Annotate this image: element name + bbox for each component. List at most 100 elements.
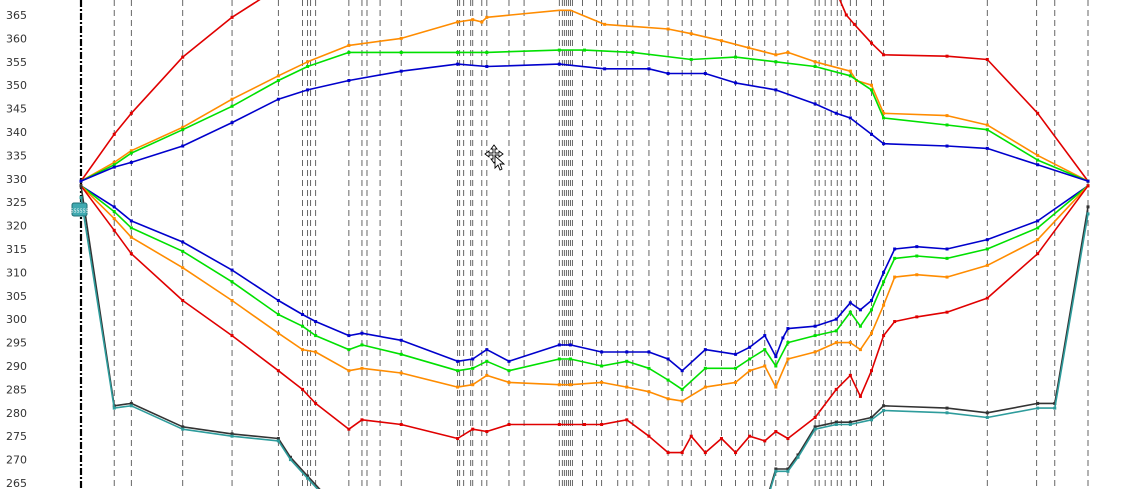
y-tick-label-1: 270 <box>6 454 27 467</box>
series-11-point-12 <box>1053 406 1057 410</box>
series-2-point-12 <box>583 48 586 52</box>
y-tick-label-9: 310 <box>6 266 27 279</box>
series-7-point-13 <box>485 430 489 434</box>
series-11-point-7 <box>869 418 873 422</box>
series-line-8 <box>80 185 321 489</box>
series-0-point-10 <box>882 53 886 57</box>
series-6-point-8 <box>347 369 351 373</box>
series-6 <box>79 184 1090 403</box>
series-3-point-16 <box>734 81 738 85</box>
series-3-point-8 <box>399 69 403 73</box>
series-2-point-15 <box>734 55 738 59</box>
series-5-point-6 <box>301 324 305 328</box>
y-tick-label-19: 360 <box>6 32 27 45</box>
series-6-point-29 <box>834 341 838 345</box>
series-6-point-5 <box>276 331 280 335</box>
series-0-point-2 <box>129 111 133 115</box>
series-3-point-3 <box>181 144 185 148</box>
series-line-5 <box>80 185 1089 391</box>
series-4-point-34 <box>882 270 886 274</box>
series-9-point-10 <box>985 411 989 415</box>
y-tick-label-6: 295 <box>6 337 27 350</box>
series-4-point-20 <box>666 357 670 361</box>
series-1-point-15 <box>603 22 607 26</box>
series-5-point-38 <box>1036 226 1040 230</box>
series-5-point-4 <box>230 280 234 284</box>
series-6-point-2 <box>129 235 133 239</box>
series-2-point-10 <box>485 50 489 54</box>
series-1-point-6 <box>306 60 310 64</box>
series-2-point-17 <box>813 64 817 68</box>
series-layer <box>79 0 1090 489</box>
series-5-point-7 <box>314 334 318 338</box>
series-6-point-9 <box>360 366 364 370</box>
series-5-point-33 <box>882 280 886 284</box>
series-7-point-9 <box>360 418 364 422</box>
series-8-point-0 <box>79 184 83 188</box>
series-6-point-16 <box>568 383 572 387</box>
series-3-point-0 <box>79 179 83 183</box>
y-tick-label-2: 275 <box>6 430 27 443</box>
series-0-point-11 <box>945 54 949 58</box>
series-5-point-18 <box>625 359 629 363</box>
series-7-point-32 <box>848 373 852 377</box>
series-1-point-22 <box>813 60 817 64</box>
series-1-point-9 <box>456 20 460 24</box>
series-10 <box>79 196 319 489</box>
series-7-point-8 <box>347 427 351 431</box>
series-4-point-25 <box>763 334 767 338</box>
series-6-point-14 <box>507 380 511 384</box>
series-4-point-10 <box>399 338 403 342</box>
series-7-point-39 <box>985 296 989 300</box>
series-0-point-9 <box>869 41 873 45</box>
series-1-point-17 <box>689 32 693 36</box>
series-5-point-32 <box>869 308 873 312</box>
series-2-point-21 <box>945 123 949 127</box>
series-6-point-17 <box>600 380 604 384</box>
series-4-point-9 <box>360 331 364 335</box>
series-10-point-4 <box>230 434 234 438</box>
series-7-point-22 <box>689 434 693 438</box>
series-3-point-20 <box>848 116 852 120</box>
series-10-point-7 <box>306 476 310 480</box>
series-4-point-19 <box>647 350 651 354</box>
series-7-point-17 <box>600 423 604 426</box>
vertical-grid-lines <box>79 0 1089 489</box>
series-1-point-29 <box>1036 153 1040 157</box>
series-5-point-35 <box>915 254 919 258</box>
series-4-point-14 <box>507 359 511 363</box>
series-5-point-17 <box>600 364 604 368</box>
series-line-7 <box>80 185 1089 454</box>
series-4-point-21 <box>680 369 684 373</box>
series-8-point-7 <box>306 474 310 478</box>
series-6-point-18 <box>625 385 629 389</box>
series-5-point-19 <box>647 366 651 370</box>
series-1-point-7 <box>347 43 351 47</box>
series-1-point-8 <box>399 36 403 40</box>
series-6-point-22 <box>703 385 707 389</box>
series-10-point-0 <box>79 196 83 200</box>
series-11-point-9 <box>945 411 949 415</box>
series-2-point-19 <box>869 88 873 92</box>
station-marker-box[interactable] <box>71 202 88 217</box>
series-5-point-34 <box>893 256 897 260</box>
series-5-point-27 <box>786 341 790 345</box>
series-7-point-25 <box>734 451 738 455</box>
series-7-point-24 <box>719 437 723 441</box>
series-0 <box>79 0 1090 183</box>
station-marker[interactable]: SSSSSS <box>70 202 89 217</box>
series-3-point-11 <box>557 62 561 66</box>
series-4-point-32 <box>858 308 862 312</box>
series-9-point-4 <box>813 425 817 429</box>
series-7-point-41 <box>1086 184 1090 188</box>
series-5-point-9 <box>360 343 364 347</box>
y-tick-label-11: 320 <box>6 220 27 233</box>
y-tick-label-3: 280 <box>6 407 27 420</box>
series-5-point-10 <box>399 352 403 356</box>
series-3-point-5 <box>276 97 280 101</box>
series-5-point-28 <box>813 334 817 338</box>
series-7-point-16 <box>583 423 586 426</box>
series-3-point-23 <box>945 144 949 148</box>
series-6-point-13 <box>485 373 489 377</box>
